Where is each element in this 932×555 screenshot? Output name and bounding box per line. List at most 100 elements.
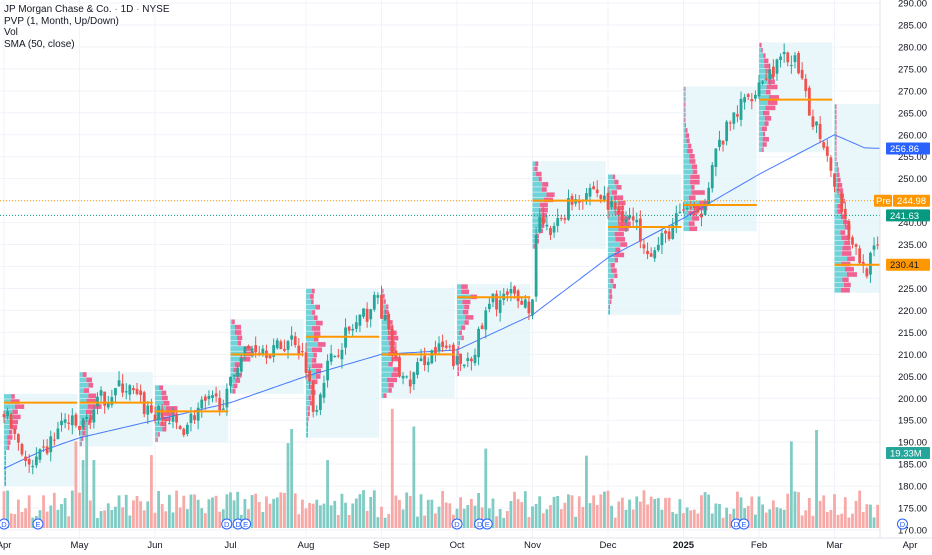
volume-profile-up-bar [306,310,313,315]
y-tick-label: 285.00 [898,20,927,31]
volume-bar [674,513,678,528]
volume-bar [261,512,265,528]
volume-profile-down-bar [156,437,158,442]
volume-profile-up-bar [306,416,308,422]
volume-profile-down-bar [684,102,686,107]
candle-body [818,123,822,139]
x-tick-label: May [71,540,89,550]
indicator-sma[interactable]: SMA (50, close) [4,38,75,50]
volume-bar [347,514,351,528]
candle-body [412,372,416,385]
volume-profile-up-bar [4,435,8,440]
volume-bar [804,510,808,528]
indicator-pvp[interactable]: PVP (1, Month, Up/Down) [4,15,119,27]
volume-profile-down-bar [684,107,686,113]
price-label-bg [886,447,930,459]
volume-profile-down-bar [841,235,849,241]
volume-bar [390,408,394,528]
volume-profile-up-bar [608,289,610,294]
candle-body [243,346,247,356]
volume-profile-up-bar [683,122,685,128]
volume-bar [225,494,229,528]
candle-body [487,303,491,309]
interval-label[interactable]: 1D [120,4,134,15]
volume-bar [293,493,297,528]
volume-profile-down-bar [769,95,779,100]
volume-profile-down-bar [837,177,841,183]
volume-profile-down-bar [311,288,315,294]
volume-bar [85,420,89,528]
candle-body [117,380,121,387]
volume-bar [358,494,362,528]
y-tick-label: 200.00 [898,394,927,405]
volume-bar [229,492,232,528]
volume-profile-up-bar [759,84,767,90]
volume-bar [416,516,419,528]
volume-profile-down-bar [615,247,621,253]
volume-bar [444,502,448,528]
candle-body [193,415,196,421]
volume-bar [286,443,290,528]
y-tick-label: 260.00 [898,130,927,141]
volume-bar [833,494,836,528]
volume-profile-down-bar [82,430,86,436]
volume-bar [721,517,725,528]
volume-bar [9,513,13,528]
volume-bar [700,495,703,528]
y-tick-label: 185.00 [898,460,927,471]
volume-profile-down-bar [692,164,698,169]
candle-body [527,301,531,314]
volume-profile-up-bar [608,304,609,310]
volume-profile-down-bar [383,393,387,398]
volume-profile-down-bar [306,422,308,427]
x-tick-label: Dec [600,540,617,550]
volume-bar [610,505,613,528]
candle-body [293,336,297,345]
legend-symbol-line[interactable]: JP Morgan Chase & Co. · 1D · NYSE [4,4,170,16]
candle-body [189,413,193,424]
candle-body [513,286,516,294]
volume-profile-up-bar [834,135,836,141]
volume-profile-down-bar [540,223,545,228]
volume-profile-up-bar [381,377,388,383]
volume-profile-up-bar [381,372,392,378]
volume-profile-up-bar [532,244,534,249]
x-tick-label: Feb [751,540,767,550]
volume-profile-up-bar [608,247,616,253]
volume-profile-down-bar [311,379,318,385]
volume-profile-up-bar [834,245,843,251]
volume-profile-up-bar [834,251,842,256]
candle-body [175,413,178,423]
volume-bar [164,511,168,528]
volume-profile-down-bar [12,414,21,420]
volume-profile-down-bar [767,79,775,85]
volume-profile-down-bar [10,399,20,404]
volume-bar [631,509,635,528]
volume-bar [430,499,434,528]
volume-profile-up-bar [608,221,619,227]
volume-profile-up-bar [834,156,836,162]
volume-profile-down-bar [383,299,386,304]
volume-profile-down-bar [837,167,839,172]
candle-body [157,405,160,420]
volume-profile-down-bar [462,299,471,305]
volume-profile-down-bar [614,252,625,258]
candle-body [372,294,376,310]
candle-body [721,140,725,145]
volume-profile-down-bar [762,136,769,142]
candle-body [383,314,387,321]
symbol-name[interactable]: JP Morgan Chase & Co. [4,4,112,15]
candle-body [354,322,358,329]
volume-profile-down-bar [313,352,317,358]
volume-profile-up-bar [683,164,693,169]
volume-profile-up-bar [532,182,543,187]
volume-profile-down-bar [7,440,11,445]
volume-profile-down-bar [614,231,624,237]
indicator-vol[interactable]: Vol [4,27,18,38]
volume-profile-up-bar [608,195,614,200]
candle-body [408,379,412,387]
event-marker: D [451,518,463,530]
candle-body [236,368,240,377]
